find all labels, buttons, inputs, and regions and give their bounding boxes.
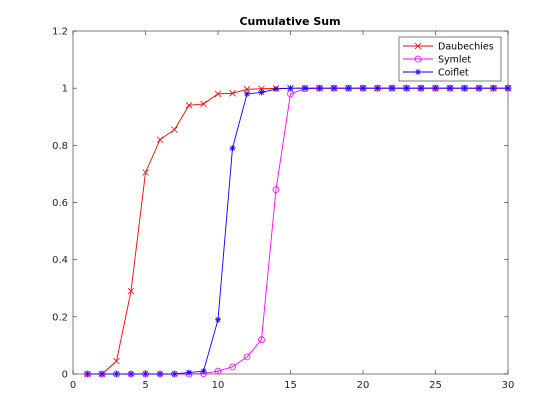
- data-point-daubechies: [156, 136, 164, 143]
- data-point-coiflet: [360, 85, 366, 92]
- data-point-coiflet: [273, 86, 279, 93]
- data-point-coiflet: [215, 316, 221, 323]
- data-point-coiflet: [128, 371, 134, 377]
- y-tick-label: 0.2: [52, 312, 68, 323]
- chart-title: Cumulative Sum: [239, 15, 340, 28]
- y-tick-label: 0.6: [52, 198, 68, 209]
- data-point-daubechies: [185, 102, 193, 109]
- x-tick-label: 20: [357, 380, 370, 391]
- data-point-symlet: [229, 363, 236, 371]
- data-point-daubechies: [214, 90, 222, 98]
- data-point-coiflet: [142, 371, 149, 377]
- data-point-coiflet: [258, 89, 265, 96]
- data-point-coiflet: [418, 85, 424, 92]
- x-axis: 0 5 10 15 20 25 30: [70, 31, 515, 391]
- legend-label: Symlet: [438, 55, 471, 66]
- legend-label: Coiflet: [438, 68, 469, 79]
- data-point-symlet: [258, 336, 265, 344]
- data-point-coiflet: [461, 85, 468, 92]
- x-tick-label: 5: [142, 380, 148, 391]
- data-point-coiflet: [157, 371, 163, 377]
- y-tick-label: 0: [62, 370, 68, 381]
- y-axis: 0 0.2 0.4 0.6 0.8 1 1.2: [52, 27, 508, 381]
- data-point-coiflet: [389, 85, 395, 92]
- data-point-symlet: [272, 186, 280, 194]
- data-point-daubechies: [229, 90, 236, 97]
- data-point-coiflet: [331, 85, 337, 92]
- legend-marker-symlet: [414, 55, 422, 63]
- legend-marker-daubechies: [414, 42, 422, 50]
- data-point-daubechies: [113, 357, 120, 365]
- data-point-coiflet: [171, 371, 178, 377]
- data-point-coiflet: [374, 85, 381, 92]
- data-point-daubechies: [200, 100, 207, 108]
- data-point-coiflet: [432, 85, 439, 92]
- data-point-coiflet: [505, 85, 511, 92]
- legend-entry-symlet: Symlet: [403, 55, 471, 66]
- data-point-coiflet: [99, 371, 105, 377]
- data-point-coiflet: [229, 145, 236, 152]
- y-tick-label: 1.2: [52, 27, 68, 38]
- y-tick-label: 1: [62, 84, 68, 95]
- data-point-daubechies: [171, 126, 178, 133]
- data-point-coiflet: [186, 369, 192, 376]
- legend: Daubechies Symlet Coiflet: [398, 36, 502, 82]
- data-point-coiflet: [447, 85, 453, 92]
- x-tick-label: 30: [502, 380, 515, 391]
- data-point-coiflet: [200, 368, 207, 375]
- x-tick-label: 10: [212, 380, 225, 391]
- data-point-coiflet: [84, 371, 91, 377]
- plot-area: [72, 30, 509, 375]
- data-point-coiflet: [244, 90, 250, 97]
- data-point-coiflet: [345, 85, 352, 92]
- series-layer: [84, 84, 512, 378]
- data-point-daubechies: [243, 86, 251, 93]
- data-point-coiflet: [476, 85, 482, 92]
- data-point-coiflet: [403, 85, 410, 92]
- legend-entry-coiflet: Coiflet: [403, 68, 469, 79]
- legend-marker-coiflet: [415, 69, 421, 75]
- x-tick-label: 0: [70, 380, 76, 391]
- data-point-coiflet: [490, 85, 497, 92]
- data-point-daubechies: [127, 287, 135, 295]
- legend-entry-daubechies: Daubechies: [403, 42, 494, 53]
- x-tick-label: 15: [284, 380, 297, 391]
- data-point-coiflet: [113, 371, 120, 377]
- data-point-daubechies: [142, 169, 149, 176]
- y-tick-label: 0.4: [52, 255, 68, 266]
- data-point-symlet: [243, 353, 251, 361]
- x-tick-label: 25: [429, 380, 442, 391]
- data-point-symlet: [214, 367, 222, 375]
- y-tick-label: 0.8: [52, 141, 68, 152]
- legend-label: Daubechies: [438, 42, 494, 53]
- data-point-coiflet: [287, 85, 294, 92]
- data-point-coiflet: [316, 85, 323, 92]
- data-point-coiflet: [302, 85, 308, 92]
